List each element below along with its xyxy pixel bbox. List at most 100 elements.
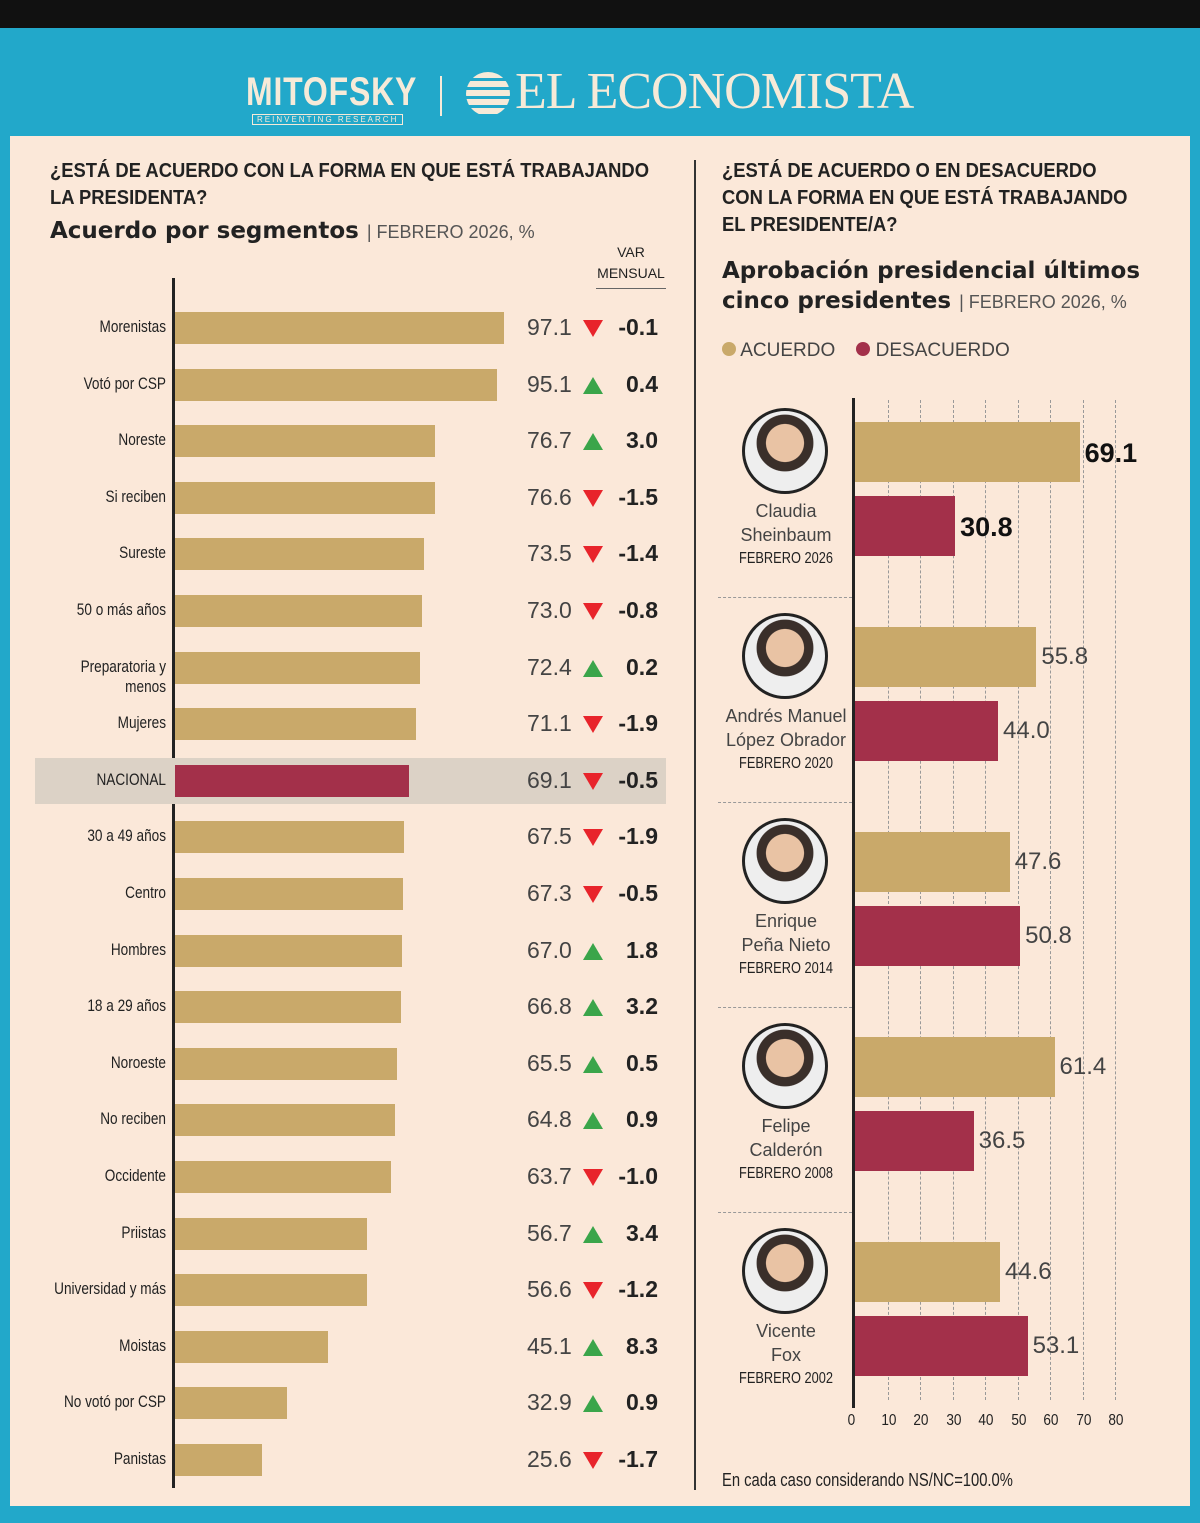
var-label: -1.4 xyxy=(618,540,658,567)
bar xyxy=(175,821,404,854)
bar xyxy=(175,1217,368,1250)
desacuerdo-bar xyxy=(855,496,956,556)
president-name: Vicente Fox FEBRERO 2002 xyxy=(716,1319,856,1391)
bar xyxy=(175,708,417,741)
down-arrow-icon xyxy=(583,489,603,507)
x-tick-label: 60 xyxy=(1043,1412,1059,1429)
var-label: 0.9 xyxy=(626,1106,658,1133)
var-label: -1.9 xyxy=(618,823,658,850)
desacuerdo-bar xyxy=(855,1316,1028,1376)
bar xyxy=(175,1444,262,1476)
x-tick-label: 20 xyxy=(913,1412,929,1429)
var-label: -0.5 xyxy=(618,766,658,793)
name-line: Enrique xyxy=(754,911,818,931)
bar xyxy=(175,538,425,571)
legend-acuerdo-swatch xyxy=(722,342,736,356)
up-arrow-icon xyxy=(583,942,603,960)
category-label: Moistas xyxy=(119,1335,166,1355)
down-arrow-icon xyxy=(583,829,603,847)
president-name: Felipe Calderón FEBRERO 2008 xyxy=(716,1114,856,1186)
category-label: Noroeste xyxy=(110,1052,166,1072)
category-label: 50 o más años xyxy=(76,600,166,619)
value-label: 56.7 xyxy=(527,1219,572,1246)
up-arrow-icon xyxy=(583,1055,603,1073)
value-label: 76.6 xyxy=(527,483,572,510)
category-label: Panistas xyxy=(113,1449,166,1468)
value-label: 69.1 xyxy=(527,766,572,793)
bar xyxy=(175,595,423,627)
category-label: Occidente xyxy=(104,1166,166,1185)
value-label: 97.1 xyxy=(527,314,572,340)
president-name: Enrique Peña Nieto FEBRERO 2014 xyxy=(716,909,856,981)
name-line: Andrés Manuel xyxy=(725,706,847,726)
up-arrow-icon xyxy=(583,1112,603,1130)
mitofsky-logo-sub: REINVENTING RESEARCH xyxy=(252,114,404,125)
bar xyxy=(175,425,435,458)
subtitle-note: | FEBRERO 2026, % xyxy=(959,292,1127,312)
bar xyxy=(175,1387,287,1420)
value-label: 36.5 xyxy=(978,1127,1026,1154)
name-line: Claudia xyxy=(755,501,817,521)
up-arrow-icon xyxy=(583,1225,603,1243)
x-tick-label: 40 xyxy=(978,1412,994,1429)
var-label: -0.8 xyxy=(618,597,658,623)
var-mensual-header: VAR MENSUAL xyxy=(596,242,666,289)
var-label: 1.8 xyxy=(626,936,658,963)
gridline xyxy=(985,400,986,1400)
up-arrow-icon xyxy=(583,433,603,451)
category-label: Si reciben xyxy=(105,486,166,506)
var-label: 3.2 xyxy=(626,993,658,1020)
group-divider xyxy=(718,597,852,598)
panel-divider xyxy=(694,160,696,1490)
down-arrow-icon xyxy=(583,546,603,564)
value-label: 63.7 xyxy=(527,1163,572,1189)
var-label: 8.3 xyxy=(626,1332,658,1359)
president-photo xyxy=(742,408,828,494)
var-label: -1.7 xyxy=(618,1446,658,1472)
value-label: 25.6 xyxy=(527,1446,572,1472)
name-line: López Obrador xyxy=(725,730,847,750)
president-photo xyxy=(742,1023,828,1109)
el-economista-logo: EL ECONOMISTA xyxy=(515,63,914,120)
bar xyxy=(175,1104,395,1137)
president-name: Claudia Sheinbaum FEBRERO 2026 xyxy=(716,499,856,571)
value-label: 64.8 xyxy=(527,1106,572,1133)
name-line: Fox xyxy=(770,1345,801,1365)
legend-desacuerdo: DESACUERDO xyxy=(875,340,1010,361)
legend: ACUERDO DESACUERDO xyxy=(722,340,1010,362)
value-label: 50.8 xyxy=(1025,922,1072,949)
value-label: 44.0 xyxy=(1003,717,1050,744)
var-label: 0.4 xyxy=(626,370,658,397)
gridline xyxy=(952,400,954,1400)
category-label: Morenistas xyxy=(99,317,166,336)
president-photo xyxy=(742,613,828,699)
subtitle-note: | FEBRERO 2026, % xyxy=(366,222,535,242)
var-label: 3.4 xyxy=(626,1219,658,1246)
down-arrow-icon xyxy=(583,320,603,337)
bar xyxy=(175,991,402,1024)
name-line: Vicente xyxy=(756,1321,816,1341)
value-label: 56.6 xyxy=(527,1276,572,1303)
category-label: Votó por CSP xyxy=(83,373,166,393)
x-tick-label: 80 xyxy=(1108,1412,1124,1429)
up-arrow-icon xyxy=(583,999,603,1017)
bar xyxy=(175,1274,367,1307)
bar xyxy=(175,878,404,910)
var-label: 3.0 xyxy=(626,427,658,454)
value-label: 67.5 xyxy=(527,823,572,850)
up-arrow-icon xyxy=(583,1395,603,1413)
x-tick-label: 30 xyxy=(945,1412,961,1429)
category-label: Universidad y más xyxy=(54,1279,167,1299)
up-arrow-icon xyxy=(583,659,603,677)
value-label: 71.1 xyxy=(527,710,572,737)
left-chart-subtitle: Acuerdo por segmentos | FEBRERO 2026, % xyxy=(50,218,535,244)
up-arrow-icon xyxy=(583,1338,603,1356)
value-label: 65.5 xyxy=(527,1049,572,1076)
president-date: FEBRERO 2014 xyxy=(739,960,833,977)
down-arrow-icon xyxy=(583,1169,603,1186)
right-chart-subtitle: Aprobación presidencial últimos cinco pr… xyxy=(722,256,1172,316)
group-divider xyxy=(718,802,852,803)
gridline xyxy=(1017,400,1019,1400)
value-label: 61.4 xyxy=(1059,1053,1107,1080)
down-arrow-icon xyxy=(583,716,603,734)
